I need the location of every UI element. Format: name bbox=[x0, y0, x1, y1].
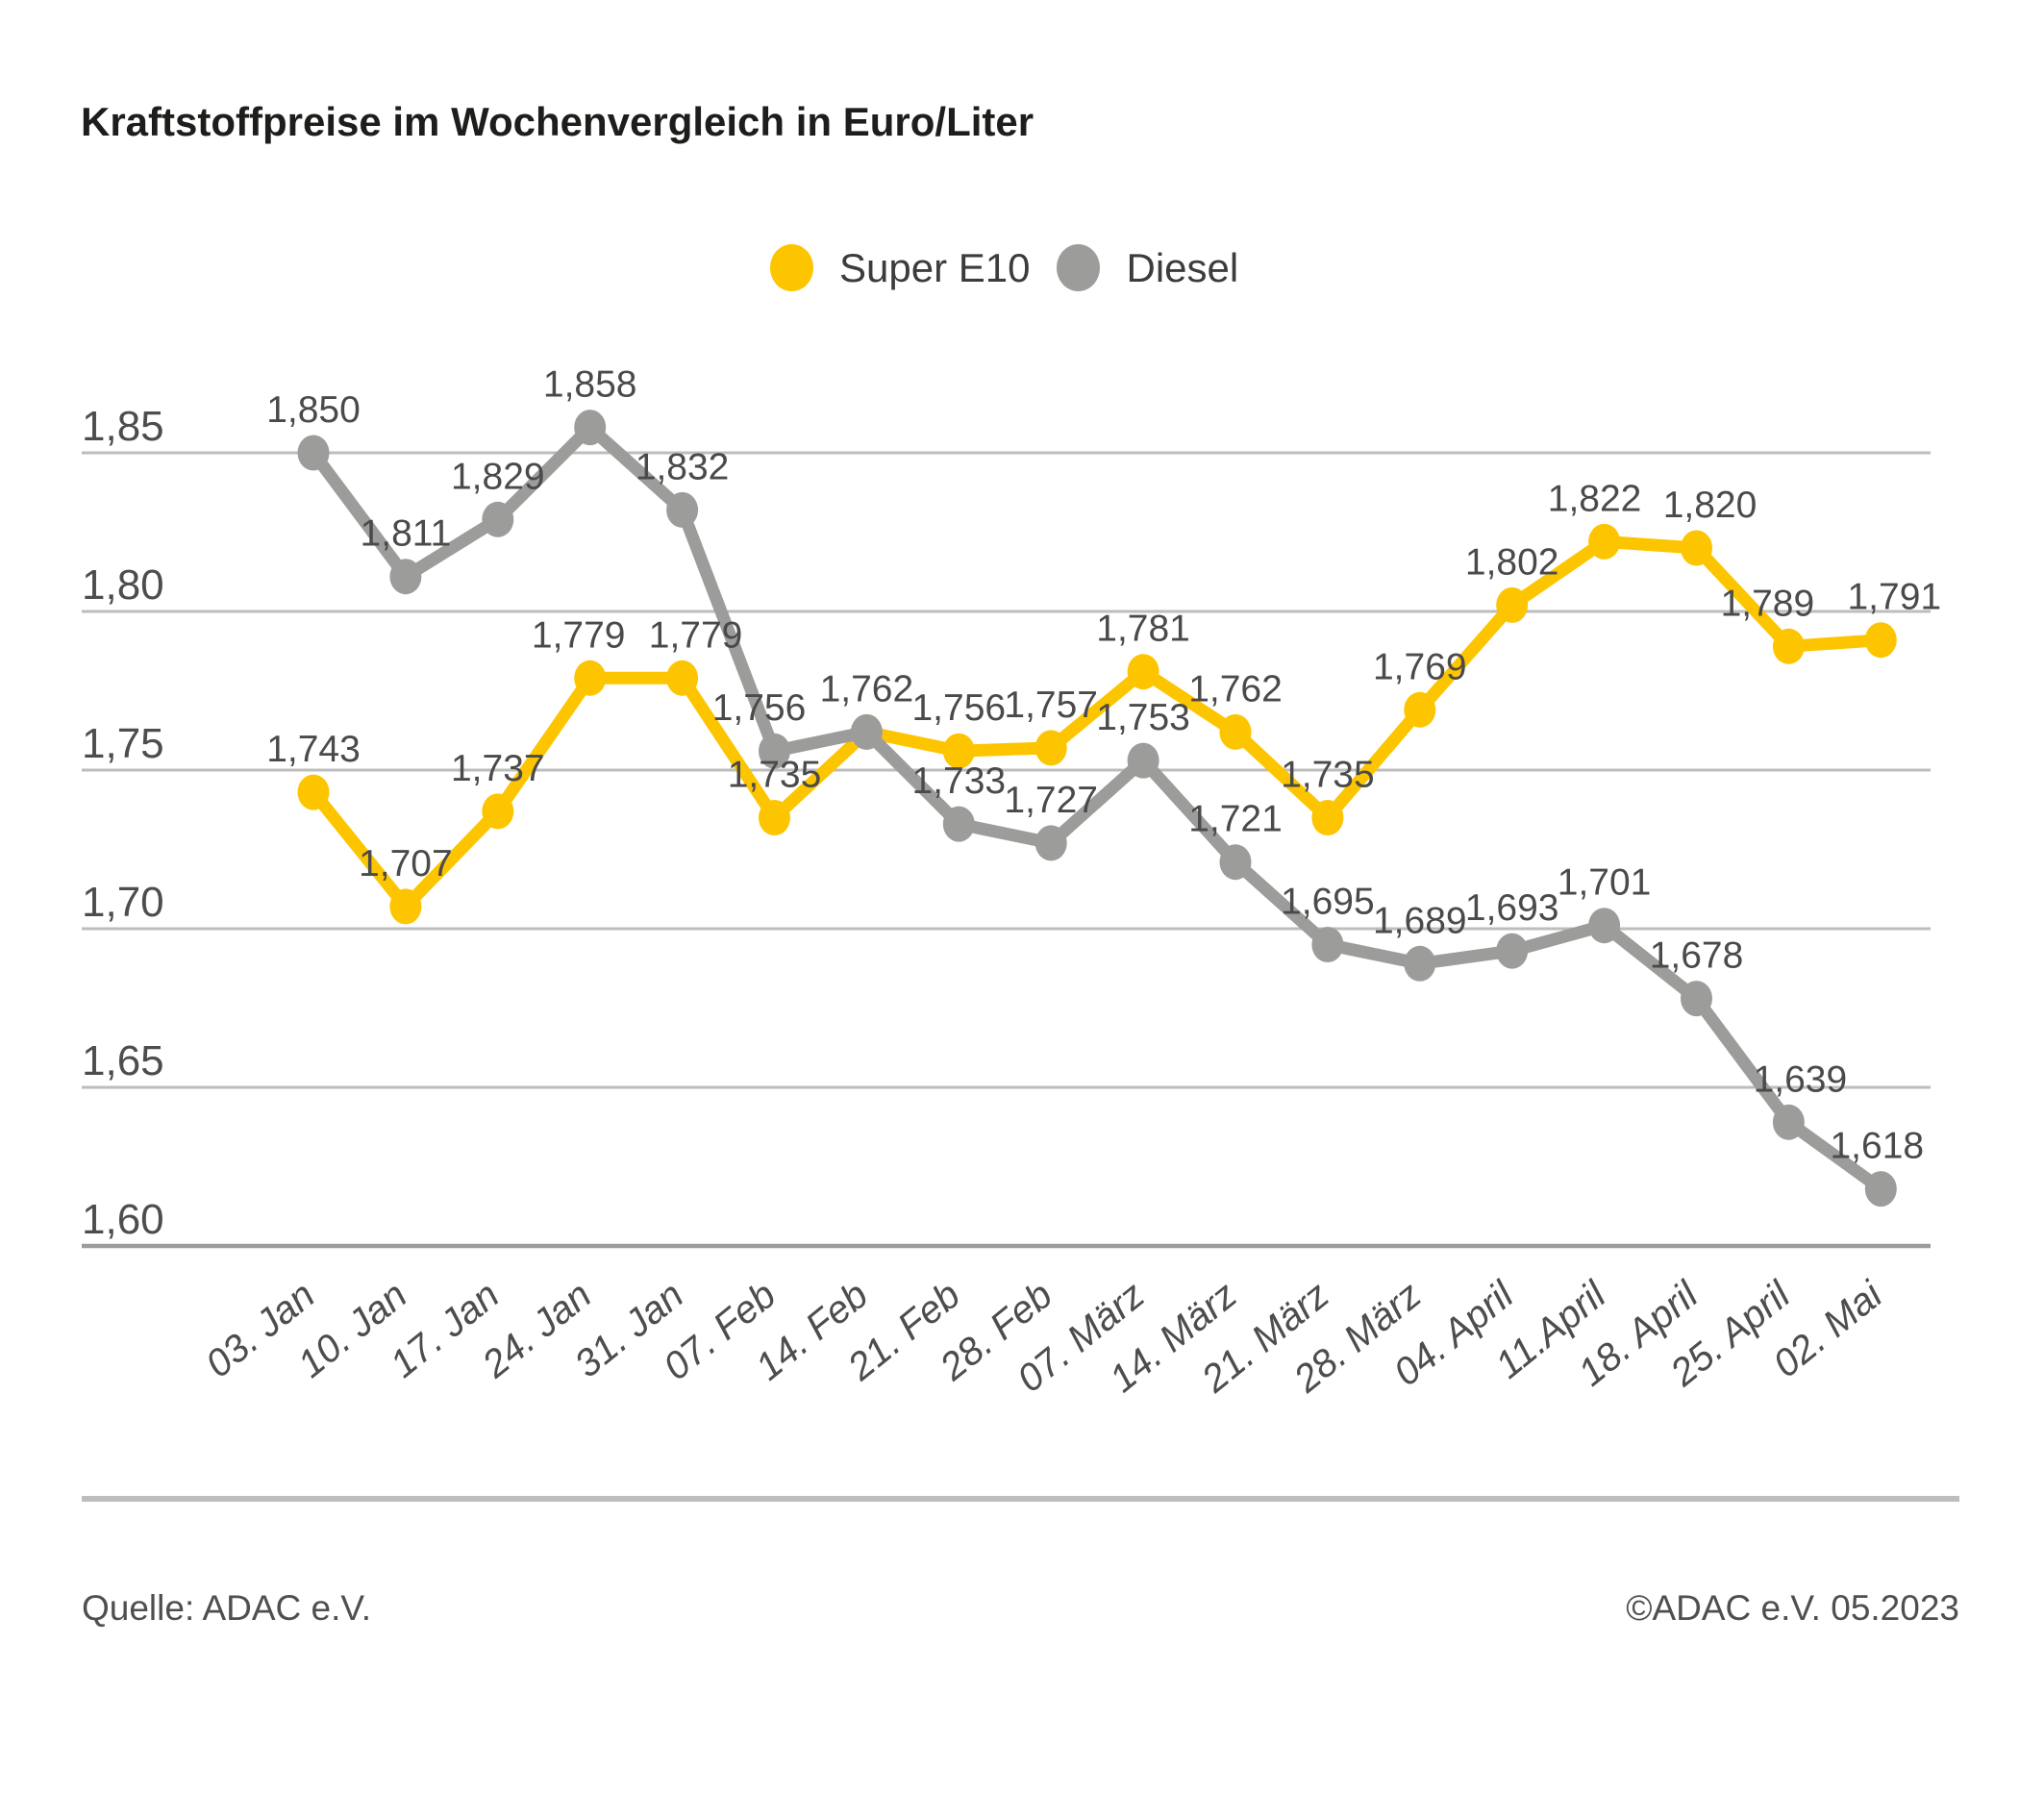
data-label-diesel: 1,829 bbox=[451, 456, 545, 497]
data-point-super-e10 bbox=[297, 774, 330, 810]
data-point-diesel bbox=[1496, 933, 1529, 969]
data-label-super-e10: 1,735 bbox=[728, 755, 822, 796]
data-point-super-e10 bbox=[1219, 713, 1252, 750]
data-label-super-e10: 1,820 bbox=[1663, 485, 1757, 526]
y-axis-tick-label: 1,65 bbox=[82, 1037, 164, 1084]
data-point-super-e10 bbox=[1588, 523, 1621, 560]
data-label-super-e10: 1,791 bbox=[1847, 577, 1941, 618]
data-point-diesel bbox=[850, 713, 883, 750]
data-point-super-e10 bbox=[482, 793, 514, 830]
data-label-super-e10: 1,757 bbox=[1004, 685, 1098, 726]
data-point-super-e10 bbox=[1311, 800, 1344, 835]
data-label-super-e10: 1,707 bbox=[359, 843, 453, 884]
data-label-super-e10: 1,781 bbox=[1096, 609, 1190, 650]
data-point-diesel bbox=[1772, 1104, 1805, 1140]
data-label-diesel: 1,618 bbox=[1830, 1126, 1924, 1167]
data-label-diesel: 1,693 bbox=[1465, 887, 1559, 929]
data-point-diesel bbox=[1311, 927, 1344, 962]
y-axis-tick-label: 1,80 bbox=[82, 561, 164, 609]
data-label-diesel: 1,721 bbox=[1188, 799, 1283, 840]
data-label-super-e10: 1,735 bbox=[1281, 755, 1375, 796]
y-axis-tick-label: 1,75 bbox=[82, 720, 164, 767]
data-point-diesel bbox=[1034, 825, 1067, 861]
data-point-super-e10 bbox=[1034, 730, 1067, 766]
data-label-super-e10: 1,762 bbox=[1188, 668, 1283, 710]
data-point-diesel bbox=[1219, 844, 1252, 881]
data-label-diesel: 1,678 bbox=[1650, 935, 1744, 977]
legend-item-super-e10: Super E10 bbox=[770, 244, 1030, 291]
data-label-diesel: 1,733 bbox=[911, 760, 1006, 802]
legend-label-super-e10: Super E10 bbox=[839, 244, 1031, 290]
data-point-diesel bbox=[942, 806, 975, 842]
data-label-diesel: 1,701 bbox=[1558, 862, 1652, 904]
data-label-diesel: 1,850 bbox=[266, 389, 361, 431]
data-point-diesel bbox=[1588, 908, 1621, 944]
legend-label-diesel: Diesel bbox=[1126, 244, 1239, 290]
footer-copyright-text: ©ADAC e.V. 05.2023 bbox=[1626, 1588, 1959, 1628]
data-label-diesel: 1,756 bbox=[712, 687, 807, 729]
data-label-diesel: 1,689 bbox=[1373, 900, 1467, 941]
data-point-super-e10 bbox=[389, 888, 422, 925]
data-label-super-e10: 1,743 bbox=[266, 729, 361, 770]
data-point-super-e10 bbox=[1496, 586, 1529, 623]
data-label-diesel: 1,811 bbox=[361, 513, 452, 555]
data-point-diesel bbox=[1864, 1171, 1897, 1208]
data-point-super-e10 bbox=[1772, 628, 1805, 664]
legend-item-diesel: Diesel bbox=[1057, 244, 1238, 291]
data-point-diesel bbox=[1404, 945, 1436, 982]
data-label-super-e10: 1,822 bbox=[1548, 478, 1642, 519]
data-label-super-e10: 1,779 bbox=[649, 614, 743, 656]
data-point-diesel bbox=[297, 435, 330, 471]
series-line-diesel bbox=[307, 421, 1887, 1196]
data-point-diesel bbox=[759, 733, 790, 769]
data-label-super-e10: 1,769 bbox=[1373, 646, 1467, 687]
data-point-diesel bbox=[482, 501, 514, 537]
footer-divider bbox=[82, 1496, 1959, 1502]
page-title: Kraftstoffpreise im Wochenvergleich in E… bbox=[81, 99, 1034, 144]
y-axis-tick-label: 1,85 bbox=[82, 403, 164, 450]
data-label-diesel: 1,858 bbox=[543, 364, 637, 406]
data-label-super-e10: 1,779 bbox=[532, 614, 626, 656]
data-label-diesel: 1,832 bbox=[636, 446, 730, 487]
data-label-diesel: 1,639 bbox=[1754, 1058, 1848, 1100]
legend-swatch-super-e10-icon bbox=[770, 244, 813, 291]
data-point-diesel bbox=[1681, 981, 1712, 1017]
data-label-super-e10: 1,737 bbox=[451, 748, 545, 789]
data-label-diesel: 1,727 bbox=[1004, 780, 1098, 821]
data-point-super-e10 bbox=[759, 800, 790, 835]
data-label-super-e10: 1,802 bbox=[1465, 541, 1559, 583]
footer-source-text: Quelle: ADAC e.V. bbox=[82, 1588, 371, 1628]
data-point-diesel bbox=[574, 410, 607, 446]
data-point-super-e10 bbox=[1404, 691, 1436, 728]
data-point-super-e10 bbox=[1864, 622, 1897, 659]
data-point-super-e10 bbox=[666, 660, 699, 696]
data-point-diesel bbox=[1127, 742, 1159, 779]
legend: Super E10 Diesel bbox=[770, 244, 1238, 291]
data-point-diesel bbox=[666, 491, 699, 528]
data-label-diesel: 1,753 bbox=[1096, 697, 1190, 738]
data-point-super-e10 bbox=[1681, 530, 1712, 566]
data-point-super-e10 bbox=[942, 733, 975, 769]
data-label-super-e10: 1,756 bbox=[911, 687, 1006, 729]
y-axis-tick-label: 1,70 bbox=[82, 879, 164, 926]
data-point-super-e10 bbox=[574, 660, 607, 696]
data-label-diesel: 1,762 bbox=[820, 668, 914, 710]
data-point-diesel bbox=[389, 559, 422, 595]
y-axis-tick-label: 1,60 bbox=[82, 1196, 164, 1243]
data-label-super-e10: 1,789 bbox=[1721, 583, 1815, 624]
legend-swatch-diesel-icon bbox=[1057, 244, 1101, 291]
data-point-super-e10 bbox=[1127, 654, 1159, 690]
data-label-diesel: 1,695 bbox=[1281, 882, 1375, 923]
